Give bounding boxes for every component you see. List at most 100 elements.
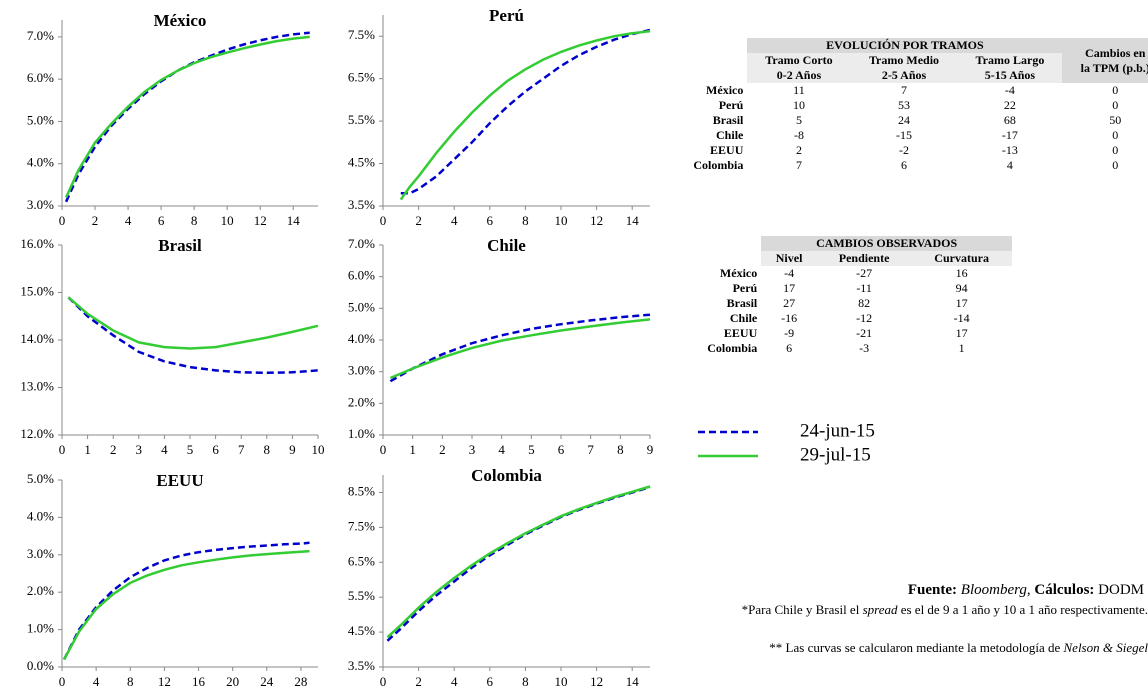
x-tick-label: 8 [522,674,529,689]
cell: 0 [1112,158,1119,172]
row-label: Brasil [726,296,758,310]
chart-title: Chile [487,236,526,255]
cell: -11 [856,281,872,295]
x-tick-label: 0 [59,674,66,689]
x-tick-label: 3 [136,442,143,457]
cell: 2 [795,143,802,157]
cell: 1 [958,341,965,355]
x-tick-label: 12 [254,213,267,228]
series-line [386,485,651,639]
legend-label: 24-jun-15 [800,420,875,441]
header-row: EVOLUCIÓN POR TRAMOS Cambios en la TPM (p.… [668,38,1148,83]
table-title: EVOLUCIÓN POR TRAMOS [747,38,1063,53]
cell: 50 [1109,113,1122,127]
x-tick-label: 10 [312,442,325,457]
corner [668,236,761,251]
cell: 0 [1112,143,1119,157]
header-text: la TPM (p.b.) [1080,60,1148,75]
chart-title: EEUU [156,471,203,490]
spread-note: *Para Chile y Brasil el spread es el de … [728,602,1148,618]
cell: -4 [1004,83,1015,97]
x-tick-label: 7 [587,442,594,457]
cell: 22 [1003,98,1016,112]
row-label: EEUU [710,143,744,157]
y-tick-label: 5.0% [27,112,54,127]
y-tick-label: 7.0% [27,28,54,43]
x-tick-label: 8 [522,213,529,228]
header-text: 0-2 Años [776,68,822,82]
row-label: México [719,266,758,280]
series-line [64,31,310,203]
chart-title: Colombia [471,466,542,485]
cell: -21 [856,326,873,340]
table-row: Chile -8 -15 -17 0 [668,128,1148,143]
y-tick-label: 5.0% [348,299,375,314]
y-tick-label: 6.0% [27,70,54,85]
cell: -12 [856,311,873,325]
x-tick-label: 0 [59,442,66,457]
x-tick-label: 8 [264,442,271,457]
text: es el de 9 a 1 año y 10 a 1 año respecti… [897,602,1148,617]
cell: -8 [793,128,804,142]
cell: 5 [795,113,802,127]
cell: -13 [1001,143,1018,157]
cell: 7 [795,158,802,172]
x-tick-label: 8 [617,442,624,457]
cell: 68 [1003,113,1016,127]
cell: 94 [955,281,968,295]
y-tick-label: 2.0% [27,583,54,598]
cell: 4 [1006,158,1013,172]
x-tick-label: 16 [192,674,206,689]
legend-label: 29-jul-15 [800,444,871,465]
label: Cálculos: [1034,582,1095,598]
cell: -15 [895,128,912,142]
cell: 53 [897,98,910,112]
series-line [67,296,319,350]
text: spread [862,602,898,617]
table-title: CAMBIOS OBSERVADOS [761,236,1012,251]
x-tick-label: 0 [59,213,66,228]
cell: 11 [793,83,805,97]
x-tick-label: 10 [221,213,234,228]
cell: -16 [781,311,798,325]
header-text: Tramo Medio [868,53,940,67]
chart-title: México [154,11,207,30]
table-row: EEUU 2 -2 -13 0 [668,143,1148,158]
x-tick-label: 20 [226,674,239,689]
table-row: EEUU -9 -21 17 [668,326,1012,341]
cell: -27 [856,266,873,280]
header-text: Nivel [775,251,803,265]
y-tick-label: 15.0% [20,283,54,298]
x-tick-label: 14 [287,213,301,228]
cell: 6 [900,158,907,172]
y-tick-label: 4.5% [348,155,375,170]
x-tick-label: 14 [626,674,640,689]
x-tick-label: 6 [487,213,494,228]
cell: 17 [955,296,968,310]
y-tick-label: 7.5% [348,518,375,533]
table-row: México -4 -27 16 [668,266,1012,281]
x-tick-label: 2 [439,442,446,457]
header-text: 2-5 Años [881,68,927,82]
y-tick-label: 3.5% [348,197,375,212]
x-tick-label: 1 [84,442,91,457]
row-label: Chile [716,128,744,142]
x-tick-label: 3 [469,442,476,457]
column-header: Tramo Largo 5-15 Años [957,53,1063,83]
x-tick-label: 6 [558,442,565,457]
y-tick-label: 14.0% [20,331,54,346]
y-tick-label: 4.5% [348,623,375,638]
series-line [399,29,651,201]
y-tick-label: 2.0% [348,394,375,409]
x-tick-label: 1 [409,442,416,457]
x-tick-label: 4 [451,674,458,689]
x-tick-label: 4 [498,442,505,457]
x-tick-label: 9 [289,442,296,457]
method-note: ** Las curvas se calcularon mediante la … [748,640,1148,656]
x-tick-label: 10 [555,674,568,689]
y-tick-label: 5.5% [348,588,375,603]
header-text: 5-15 Años [984,68,1036,82]
x-tick-label: 4 [93,674,100,689]
x-tick-label: 12 [590,674,603,689]
cell: 17 [955,326,968,340]
